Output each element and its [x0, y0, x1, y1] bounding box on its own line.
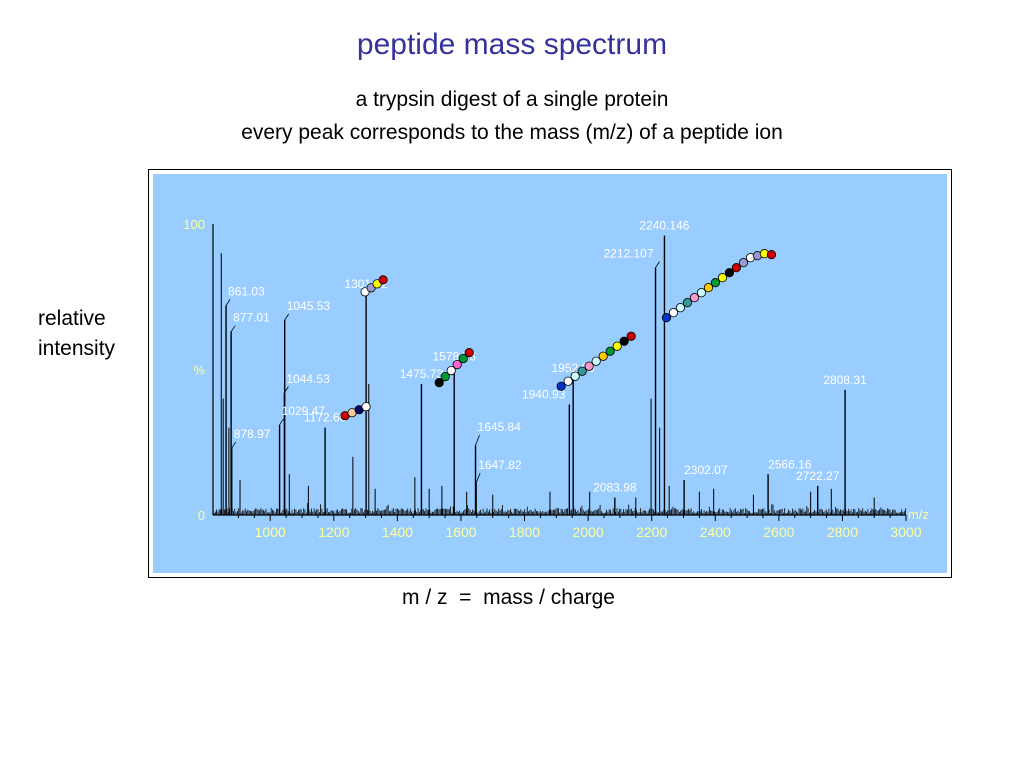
slide-subtitle-1: a trypsin digest of a single protein [355, 88, 669, 111]
x-tick-label: 2800 [827, 524, 858, 540]
amino-acid-bead [766, 250, 777, 260]
amino-acid-bead [591, 356, 601, 366]
peak-label-2240.146: 2240.146 [639, 219, 689, 233]
x-tick-label: 3000 [890, 524, 921, 540]
peak-label-877.01: 877.01 [233, 311, 270, 325]
amino-acid-bead [668, 308, 679, 318]
amino-acid-bead [452, 359, 462, 370]
amino-acid-bead [570, 371, 580, 381]
amino-acid-bead [458, 353, 468, 364]
peak-leader-861.03 [225, 299, 231, 306]
amino-acid-bead [696, 288, 707, 298]
amino-acid-bead [434, 377, 444, 388]
spectrum-figure-frame: 1000 1200 1400 1600 1800 2000 2200 2400 2600 2800… [148, 169, 952, 578]
amino-acid-bead [738, 258, 749, 268]
amino-acid-bead [378, 275, 388, 285]
amino-acid-bead [361, 402, 371, 412]
peak-label-2722.27: 2722.27 [796, 469, 840, 483]
amino-acid-bead [612, 341, 622, 351]
y-tick-label: 100 [183, 217, 205, 232]
peak-label-1645.84: 1645.84 [478, 420, 522, 434]
peak-label-2083.98: 2083.98 [593, 481, 637, 495]
amino-acid-bead [605, 346, 615, 356]
y-axis-caption: relative intensity [38, 304, 115, 364]
x-tick-label: 2400 [700, 524, 731, 540]
y-axis-caption-line-1: relative [38, 307, 106, 330]
amino-acid-bead [446, 365, 456, 376]
peak-label-2302.07: 2302.07 [684, 463, 728, 477]
y-tick-label: % [193, 363, 205, 378]
amino-acid-bead [626, 331, 636, 341]
x-tick-label: 1000 [255, 524, 286, 540]
slide-subtitle-2: every peak corresponds to the mass (m/z)… [241, 121, 783, 144]
amino-acid-bead [556, 381, 566, 391]
x-axis-caption: m / z = mass / charge [402, 586, 615, 609]
x-axis-title: m/z [908, 507, 929, 522]
amino-acid-bead [689, 293, 700, 303]
amino-acid-bead [598, 351, 608, 361]
amino-acid-bead [440, 371, 450, 382]
x-tick-label: 1600 [445, 524, 476, 540]
amino-acid-bead [724, 268, 735, 278]
x-tick-label: 2200 [636, 524, 667, 540]
peak-label-1940.93: 1940.93 [522, 387, 566, 401]
amino-acid-bead [682, 298, 693, 308]
amino-acid-bead [703, 283, 714, 293]
peak-label-1647.82: 1647.82 [478, 458, 522, 472]
peak-leader-878.97 [231, 441, 237, 449]
slide-title: peptide mass spectrum [356, 28, 668, 61]
amino-acid-bead [563, 376, 573, 386]
amino-acid-bead [584, 361, 594, 371]
y-tick-label: 0 [198, 508, 205, 523]
y-axis-caption-line-2: intensity [38, 337, 116, 360]
peak-leader-877.01 [230, 325, 236, 332]
mass-spectrum-chart: 1000 1200 1400 1600 1800 2000 2200 2400 2600 2800… [153, 174, 947, 573]
spectrum-noise-baseline [213, 503, 906, 515]
peak-leader-1645.84 [475, 435, 480, 446]
peak-label-878.97: 878.97 [234, 427, 271, 441]
peak-label-1475.73: 1475.73 [400, 367, 444, 381]
x-tick-label: 1800 [509, 524, 540, 540]
peak-label-1172.60: 1172.60 [304, 411, 347, 425]
x-tick-label: 2600 [763, 524, 794, 540]
amino-acid-bead [717, 273, 728, 283]
peak-leader-1045.53 [284, 313, 290, 321]
peak-leader-1044.53 [284, 386, 289, 394]
peak-label-2808.31: 2808.31 [823, 373, 867, 387]
peak-label-2566.16: 2566.16 [768, 457, 812, 471]
peak-label-1045.53: 1045.53 [287, 299, 331, 313]
x-tick-label: 2000 [573, 524, 604, 540]
amino-acid-bead [619, 336, 629, 346]
x-tick-label: 1400 [382, 524, 413, 540]
amino-acid-bead [731, 263, 742, 273]
peak-leader-1647.82 [475, 472, 481, 484]
peak-label-1029.47: 1029.47 [282, 404, 326, 418]
peak-label-1044.53: 1044.53 [286, 372, 330, 386]
peak-label-861.03: 861.03 [228, 284, 265, 298]
amino-acid-bead [661, 313, 672, 323]
peak-leader-2212.107 [655, 261, 660, 268]
amino-acid-bead [710, 278, 721, 288]
amino-acid-bead [675, 303, 686, 313]
peak-label-2212.107: 2212.107 [603, 247, 653, 261]
amino-acid-bead [577, 366, 587, 376]
peak-leader-1029.47 [279, 418, 284, 426]
amino-acid-bead [464, 347, 474, 358]
x-tick-label: 1200 [318, 524, 349, 540]
